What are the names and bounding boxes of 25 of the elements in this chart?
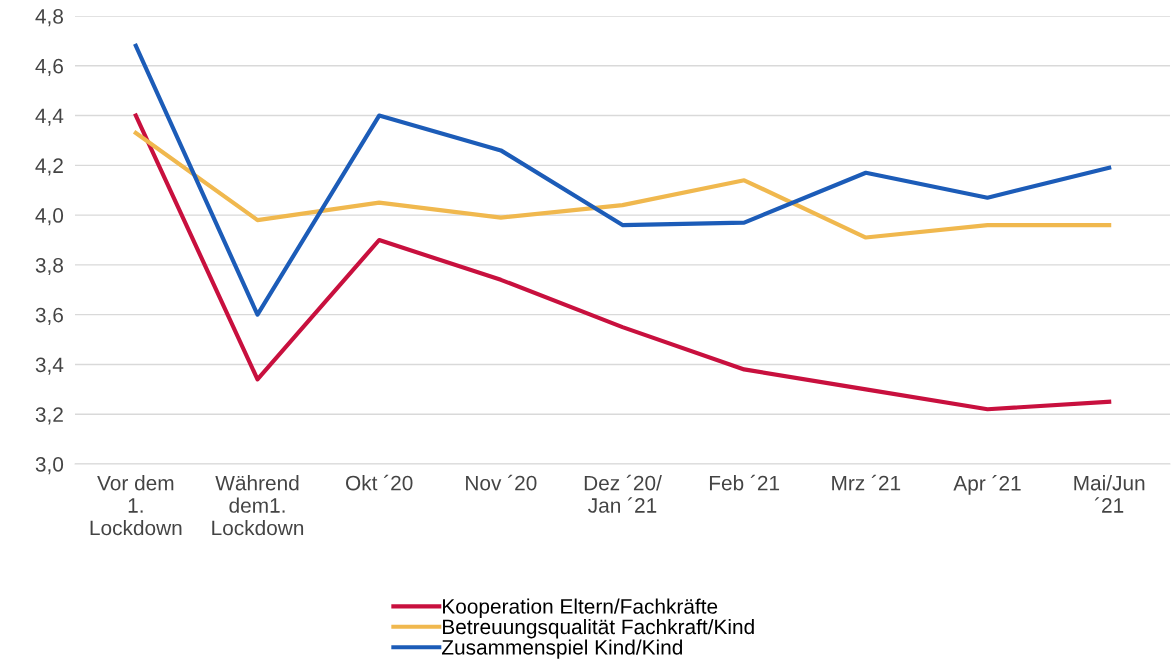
y-tick-label: 3,2 [35,407,63,425]
y-tick-label: 4,4 [35,108,64,126]
y-tick-label: 3,6 [35,307,63,325]
x-tick-label: Mrz ´21 [832,474,901,491]
line-series [133,130,1112,240]
legend-label: Zusammenspiel Kind/Kind [441,639,682,659]
y-tick-label: 3,4 [35,357,64,375]
x-tick-label: Dez ´20/ Jan ´21 [584,474,662,513]
line-series [133,43,1112,317]
legend-label: Kooperation Eltern/Fachkräfte [443,598,718,618]
x-tick-label: Vor dem 1. Lockdown [90,475,182,536]
y-tick-label: 4,2 [35,158,63,176]
y-tick-label: 4,8 [35,9,63,27]
y-tick-label: 3,8 [35,257,63,276]
line-series [133,113,1112,412]
y-tick-label: 4,0 [35,208,64,226]
x-tick-label: Mai/Jun ´21 [1074,475,1145,513]
x-tick-label: Apr ´21 [953,475,1021,495]
y-tick-label: 3,0 [35,457,64,475]
y-tick-label: 4,6 [35,58,63,76]
x-tick-label: Während dem1. Lockdown [212,475,304,536]
legend-label: Betreuungsqualität Fachkraft/Kind [443,618,754,639]
x-tick-label: Okt ´20 [346,474,413,491]
x-tick-label: Nov ´20 [466,474,537,491]
x-tick-label: Feb ´21 [709,474,780,491]
